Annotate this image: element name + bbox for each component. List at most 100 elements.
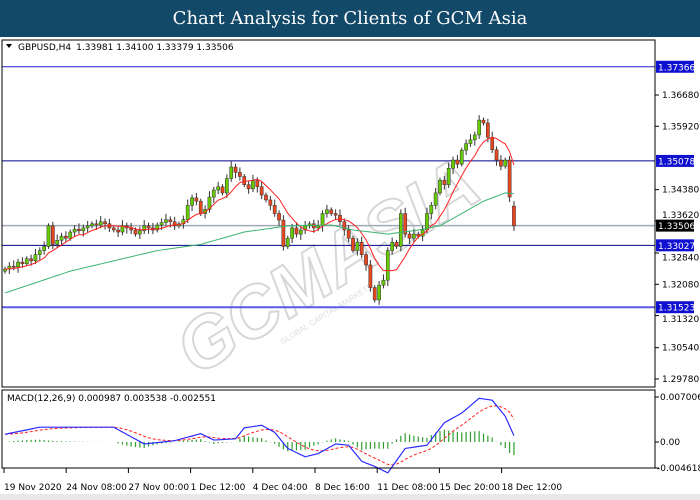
candle-bearish [220, 186, 225, 194]
current-price-tag [656, 219, 694, 232]
candle-bearish [346, 229, 351, 239]
candle-bullish [503, 159, 508, 167]
y-tick-label: 1.31320 [662, 315, 699, 325]
candle-bearish [29, 258, 33, 262]
candle-bearish [255, 180, 260, 188]
x-tick-label: 1 Dec 12:00 [191, 483, 246, 493]
candle-bearish [194, 197, 199, 202]
candle-bearish [259, 186, 264, 196]
candle-bullish [98, 221, 103, 226]
candle-bearish [277, 213, 281, 221]
candle-bullish [390, 242, 394, 251]
macd-y-tick-label: -0.004618 [657, 464, 700, 474]
candle-bullish [68, 231, 73, 239]
candle-bullish [477, 119, 481, 136]
candle-bearish [111, 227, 116, 231]
y-tick-label: 1.30540 [662, 344, 699, 354]
candle-bearish [281, 219, 286, 247]
candle-bullish [459, 149, 464, 165]
candle-bullish [425, 213, 429, 231]
candle-bearish [238, 172, 242, 177]
x-tick-label: 4 Dec 04:00 [253, 483, 308, 493]
level-price-label: 1.31523 [658, 304, 695, 314]
level-price-label: 1.35078 [658, 157, 695, 167]
candle-bearish [416, 233, 421, 237]
candle-bearish [329, 209, 334, 214]
x-tick-label: 27 Nov 00:00 [128, 483, 189, 493]
candle-bearish [372, 287, 377, 301]
symbol-header: GBPUSD,H4 1.33981 1.34100 1.33379 1.33506 [18, 43, 234, 53]
candle-bullish [355, 242, 360, 251]
candle-bullish [211, 189, 216, 198]
candle-bearish [494, 149, 499, 161]
candle-bullish [90, 223, 94, 227]
candle-bearish [77, 228, 81, 232]
macd-main-line [4, 397, 515, 474]
candle-bearish [486, 122, 490, 138]
candle-bullish [285, 237, 290, 247]
candle-bullish [37, 250, 42, 255]
candle-bullish [377, 284, 381, 301]
slow-moving-average-line [4, 192, 514, 294]
candle-bullish [24, 258, 29, 264]
x-tick-label: 8 Dec 16:00 [315, 483, 370, 493]
y-tick-label: 1.36680 [662, 91, 699, 101]
candle-bearish [364, 254, 368, 266]
candle-bullish [438, 179, 442, 194]
candle-bearish [272, 205, 277, 214]
candle-bearish [168, 219, 173, 222]
collapse-triangle-icon[interactable] [6, 44, 12, 48]
candle-bullish [155, 224, 160, 231]
candle-bullish [81, 227, 86, 232]
candle-bearish [499, 159, 503, 167]
candle-bullish [451, 159, 455, 169]
candle-bullish [225, 178, 229, 194]
candle-bullish [464, 143, 468, 151]
main-pane-border [1, 39, 656, 388]
candle-bearish [116, 229, 120, 233]
candle-bearish [198, 200, 203, 214]
candle-bearish [333, 213, 338, 216]
candle-bearish [394, 242, 399, 247]
candle-bearish [268, 199, 273, 206]
candle-bearish [64, 235, 68, 239]
x-tick-label: 19 Nov 2020 [4, 483, 62, 493]
candle-bearish [455, 159, 460, 165]
candle-bullish [138, 230, 142, 235]
candle-bearish [20, 261, 25, 264]
level-price-tag [656, 60, 694, 73]
candle-bearish [342, 221, 347, 231]
candle-bearish [442, 179, 447, 185]
candle-bullish [142, 225, 147, 232]
candle-bullish [399, 213, 403, 247]
candle-bullish [46, 225, 51, 247]
x-tick-label: 15 Dec 20:00 [439, 483, 500, 493]
candle-bullish [164, 219, 168, 223]
candle-bullish [385, 250, 390, 281]
candle-bearish [94, 223, 99, 226]
candle-bullish [412, 233, 416, 239]
candle-bullish [42, 246, 46, 251]
candle-bearish [11, 265, 16, 268]
candle-bearish [133, 229, 138, 235]
y-tick-label: 1.32840 [662, 253, 699, 263]
candle-bullish [290, 227, 294, 239]
candle-bearish [294, 227, 299, 235]
candle-bullish [207, 196, 212, 210]
candle-bullish [159, 222, 164, 226]
level-price-tag [656, 239, 694, 252]
macd-pane-border [1, 389, 656, 469]
candle-bullish [190, 197, 194, 206]
candle-bearish [368, 264, 373, 288]
candle-bullish [251, 180, 255, 190]
candle-bullish [468, 139, 473, 144]
x-tick-label: 24 Nov 08:00 [66, 483, 127, 493]
candle-bullish [433, 192, 438, 206]
macd-y-tick-label: 0.007006 [660, 393, 700, 403]
candle-bullish [55, 240, 60, 245]
candle-bearish [103, 221, 107, 225]
candle-bearish [351, 237, 355, 251]
candle-bullish [325, 209, 329, 214]
candle-bearish [403, 213, 408, 235]
